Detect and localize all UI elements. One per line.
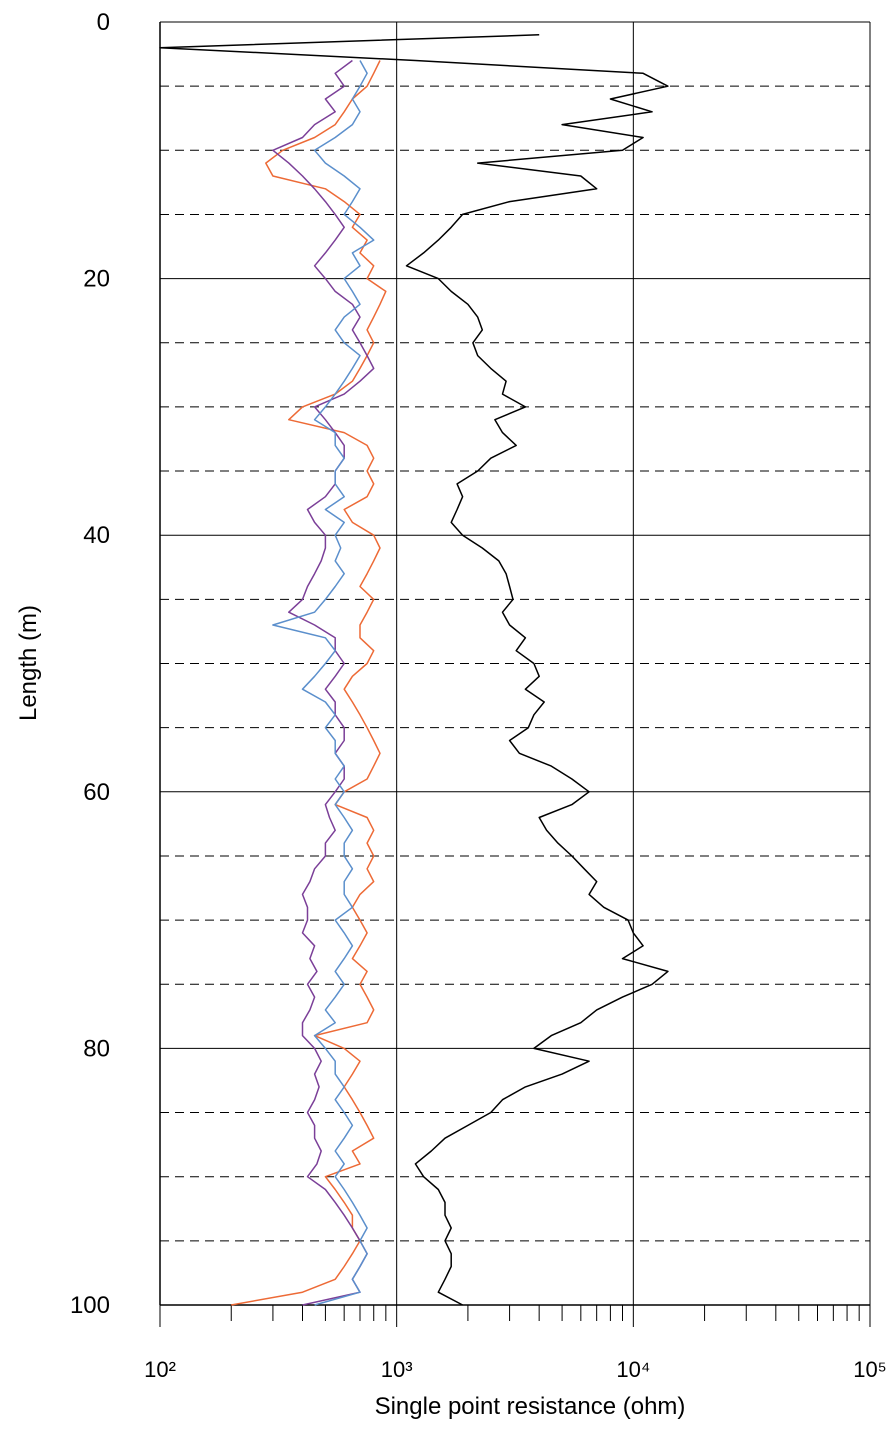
series-line [231, 60, 387, 1306]
x-tick-label: 10⁴ [616, 1357, 650, 1382]
y-axis-label: Length (m) [15, 605, 42, 721]
x-tick-label: 10² [144, 1357, 176, 1382]
series-line [272, 60, 375, 1306]
y-tick-label: 80 [83, 1035, 110, 1062]
series-line [272, 59, 375, 1306]
x-tick-label: 10³ [381, 1357, 413, 1382]
y-tick-label: 0 [97, 9, 110, 36]
y-tick-label: 60 [83, 779, 110, 806]
y-tick-label: 20 [83, 266, 110, 293]
x-tick-label: 10⁵ [853, 1357, 887, 1382]
y-tick-label: 100 [70, 1292, 110, 1319]
series-line [159, 34, 669, 1306]
x-axis-label: Single point resistance (ohm) [375, 1393, 686, 1420]
y-tick-label: 40 [83, 522, 110, 549]
